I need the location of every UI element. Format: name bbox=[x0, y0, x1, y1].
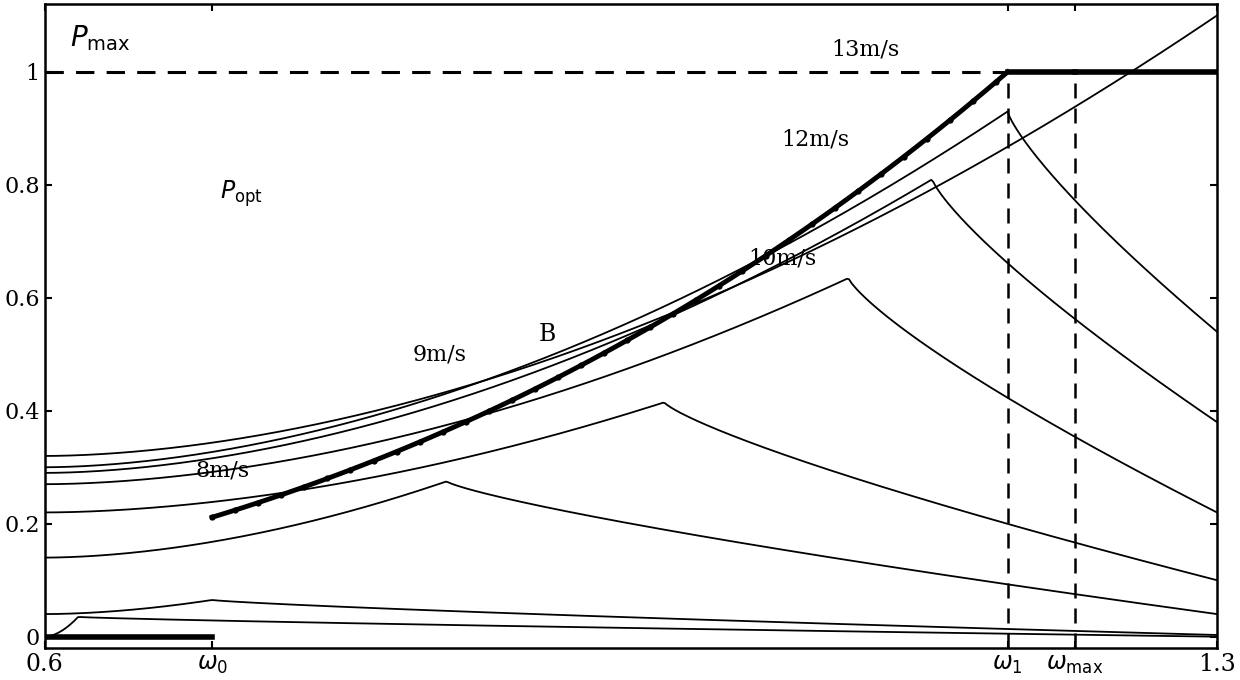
Text: 12m/s: 12m/s bbox=[781, 129, 849, 151]
Text: $P_{\rm max}$: $P_{\rm max}$ bbox=[69, 23, 130, 53]
Text: 13m/s: 13m/s bbox=[832, 38, 900, 61]
Text: B: B bbox=[538, 323, 556, 346]
Text: 8m/s: 8m/s bbox=[196, 459, 249, 481]
Text: 10m/s: 10m/s bbox=[748, 248, 816, 269]
Text: $P_{\rm opt}$: $P_{\rm opt}$ bbox=[221, 178, 263, 209]
Text: 9m/s: 9m/s bbox=[413, 343, 467, 365]
